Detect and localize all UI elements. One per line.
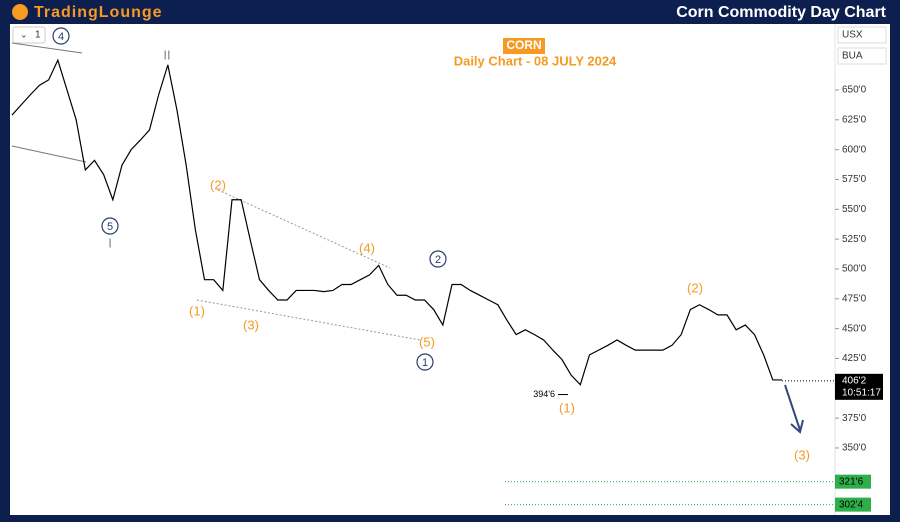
header-title: Corn Commodity Day Chart [676, 4, 886, 21]
target-box [835, 474, 871, 489]
y-tick-label: 600'0 [842, 144, 867, 155]
chart-title: CORN [506, 38, 541, 52]
y-tick-label: 425'0 [842, 353, 867, 364]
y-tick-label: 625'0 [842, 114, 867, 125]
wave-label: (5) [419, 334, 435, 349]
wave-circle [52, 27, 70, 45]
y-tick-label: 350'0 [842, 443, 867, 454]
wave-circle [416, 353, 434, 371]
trendline [217, 189, 391, 269]
arrow [784, 384, 801, 431]
y-tick-label: 450'0 [842, 323, 867, 334]
interval[interactable]: 1 [35, 30, 41, 41]
wave-label: (3) [794, 447, 810, 462]
y-tick-label: 475'0 [842, 293, 867, 304]
target-label: 302'4 [839, 499, 864, 510]
wave-label: 4 [58, 31, 64, 43]
interval-button[interactable] [12, 26, 46, 44]
wave-label: (4) [359, 240, 375, 255]
wave-label: (3) [243, 317, 259, 332]
wave-label: 1 [422, 357, 428, 369]
symbol-box[interactable] [837, 47, 887, 65]
wave-label: (1) [559, 400, 575, 415]
chart-area [10, 24, 890, 515]
arrow-head [790, 419, 804, 434]
symbol-box[interactable] [837, 26, 887, 44]
wave-label: 2 [435, 254, 441, 266]
trendline [11, 42, 83, 54]
wave-label: II [163, 47, 170, 62]
target-label: 321'6 [839, 476, 864, 487]
wave-label: (2) [687, 280, 703, 295]
chevron: ⌄ [20, 29, 28, 39]
wave-circle [101, 217, 119, 235]
symbol[interactable]: BUA [842, 51, 863, 62]
trendline [11, 145, 87, 163]
current-price: 406'2 [842, 375, 867, 386]
wave-label: I [108, 235, 112, 250]
logo: TradingLounge [34, 4, 163, 21]
y-tick-label: 650'0 [842, 85, 867, 96]
chart-subtitle: Daily Chart - 08 JULY 2024 [454, 53, 617, 68]
y-tick-label: 375'0 [842, 413, 867, 424]
wave-label: (2) [210, 177, 226, 192]
y-tick-label: 500'0 [842, 264, 867, 275]
trendline [196, 299, 421, 341]
wave-label: 5 [107, 221, 113, 233]
target-box [835, 497, 871, 512]
symbol[interactable]: USX [842, 30, 863, 41]
y-tick-label: 525'0 [842, 234, 867, 245]
wave-circle [429, 250, 447, 268]
wave-label: (1) [189, 303, 205, 318]
countdown: 10:51:17 [842, 387, 881, 398]
y-tick-label: 575'0 [842, 174, 867, 185]
low-label: 394'6 [533, 389, 555, 399]
logo-icon [12, 4, 28, 20]
y-tick-label: 550'0 [842, 204, 867, 215]
title-box [503, 38, 545, 54]
price-line [11, 58, 782, 386]
price-box [835, 373, 883, 400]
